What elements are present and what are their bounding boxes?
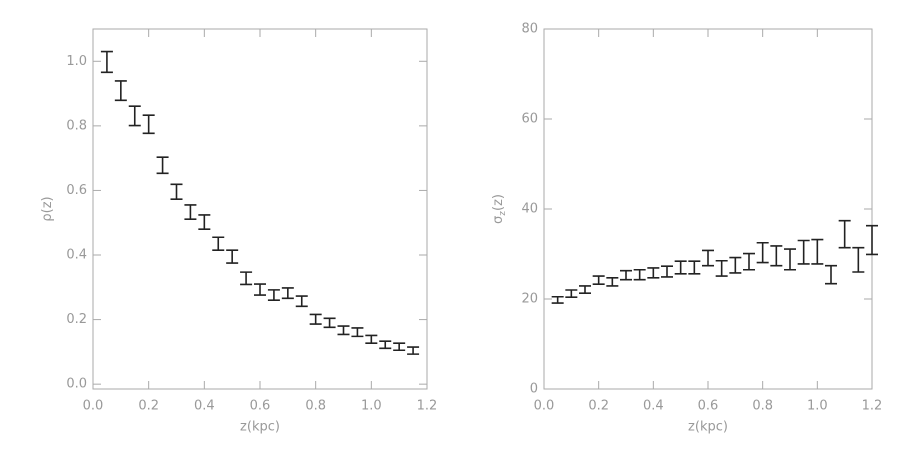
y-tick-label: 20 [521, 292, 538, 307]
error-bar [674, 260, 687, 275]
y-tick-label: 1.0 [66, 54, 87, 69]
error-bar [170, 183, 183, 200]
y-tick-label: 0 [530, 382, 538, 397]
y-tick-label: 0.2 [66, 312, 87, 327]
error-bar [797, 239, 810, 265]
error-bar [565, 289, 578, 298]
x-tick-label: 0.2 [138, 399, 159, 414]
y-tick-label: 0.6 [66, 183, 87, 198]
error-bar [825, 264, 837, 285]
error-bar [811, 238, 824, 265]
error-bar [551, 295, 564, 304]
error-bar [661, 265, 673, 278]
error-bar [281, 287, 294, 300]
error-bar [198, 214, 211, 230]
error-bar [114, 80, 127, 102]
error-bar [267, 289, 280, 302]
error-bar [240, 271, 253, 286]
x-tick-label: 0.2 [588, 399, 609, 414]
chart-panel: 0.0 0.2 0.4 0.6 0.8 1.0 1.2 0 20 40 60 80 z(kpc) σz(z… [491, 22, 883, 435]
error-bar [156, 156, 169, 175]
error-bar [606, 277, 619, 287]
error-bar [866, 224, 878, 256]
x-tick-label: 0.0 [83, 399, 104, 414]
error-bar [756, 241, 769, 264]
error-bar [688, 260, 701, 275]
error-bar [254, 283, 266, 296]
error-bar [852, 246, 865, 273]
error-bar [633, 268, 646, 281]
error-bar [212, 236, 225, 251]
x-tick-label: 1.0 [807, 399, 828, 414]
x-axis-label: z(kpc) [688, 420, 728, 435]
error-bar [407, 346, 420, 355]
y-axis-label-part: (z) [40, 196, 55, 213]
chart-panel: 0.0 0.2 0.4 0.6 0.8 1.0 1.2 0.0 0.2 0.4 0.6 0.8 1.0 z… [40, 28, 438, 435]
error-bar [770, 245, 783, 267]
y-axis-label-part: σ [491, 216, 506, 224]
error-bar [647, 267, 660, 279]
y-tick-label: 0.4 [66, 248, 87, 263]
error-bar [226, 249, 239, 264]
error-bar [337, 325, 350, 336]
error-bar [838, 219, 851, 249]
error-bar [784, 248, 796, 271]
error-bar [620, 269, 632, 281]
error-bar [142, 114, 155, 135]
error-bar [100, 50, 113, 74]
x-axis-label: z(kpc) [240, 420, 280, 435]
error-bar [323, 317, 336, 329]
x-tick-label: 0.6 [698, 399, 719, 414]
y-axis-label-part: (z) [491, 194, 506, 211]
error-bar [592, 275, 605, 285]
error-bar [365, 334, 378, 344]
x-tick-label: 0.8 [305, 399, 326, 414]
y-axis-label-part: z [498, 211, 508, 216]
y-tick-label: 0.8 [66, 118, 87, 133]
x-tick-label: 0.0 [534, 399, 555, 414]
x-tick-label: 0.4 [194, 399, 215, 414]
error-bar [295, 295, 308, 308]
y-tick-label: 40 [521, 202, 538, 217]
error-bar [379, 340, 392, 350]
error-bar [729, 256, 742, 274]
y-tick-label: 80 [521, 22, 538, 37]
y-tick-label: 60 [521, 112, 538, 127]
x-tick-label: 0.8 [752, 399, 773, 414]
error-bar [128, 105, 141, 127]
error-bar [579, 285, 591, 294]
x-tick-label: 0.4 [643, 399, 664, 414]
error-bar [702, 249, 714, 267]
error-bar [743, 252, 755, 271]
x-tick-label: 1.2 [417, 399, 438, 414]
x-tick-label: 0.6 [250, 399, 271, 414]
y-axis-label: σz(z) [491, 194, 508, 224]
x-tick-label: 1.0 [361, 399, 382, 414]
error-bar [351, 327, 364, 338]
x-tick-label: 1.2 [862, 399, 883, 414]
y-axis-label: ρ(z) [40, 196, 55, 221]
y-tick-label: 0.0 [66, 377, 87, 392]
error-bar [715, 259, 728, 277]
y-axis-label-part: ρ [40, 213, 55, 221]
error-bar [309, 313, 322, 325]
error-bar [393, 342, 406, 352]
error-bar [184, 204, 197, 220]
plot-frame [543, 28, 873, 390]
